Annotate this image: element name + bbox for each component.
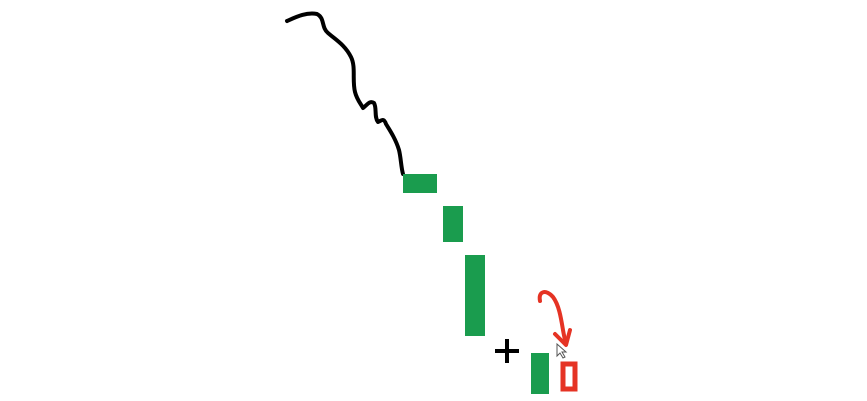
plus-sign-icon [495, 339, 519, 363]
candle-downtrend-3 [465, 255, 485, 336]
candle-downtrend-1 [403, 174, 437, 193]
trend-line [285, 11, 405, 176]
candle-pattern-1 [531, 353, 549, 394]
candle-pattern-2 [560, 361, 578, 392]
candle-downtrend-2 [443, 206, 463, 242]
curved-down-arrow-icon [537, 290, 572, 347]
cursor-icon [556, 342, 568, 359]
